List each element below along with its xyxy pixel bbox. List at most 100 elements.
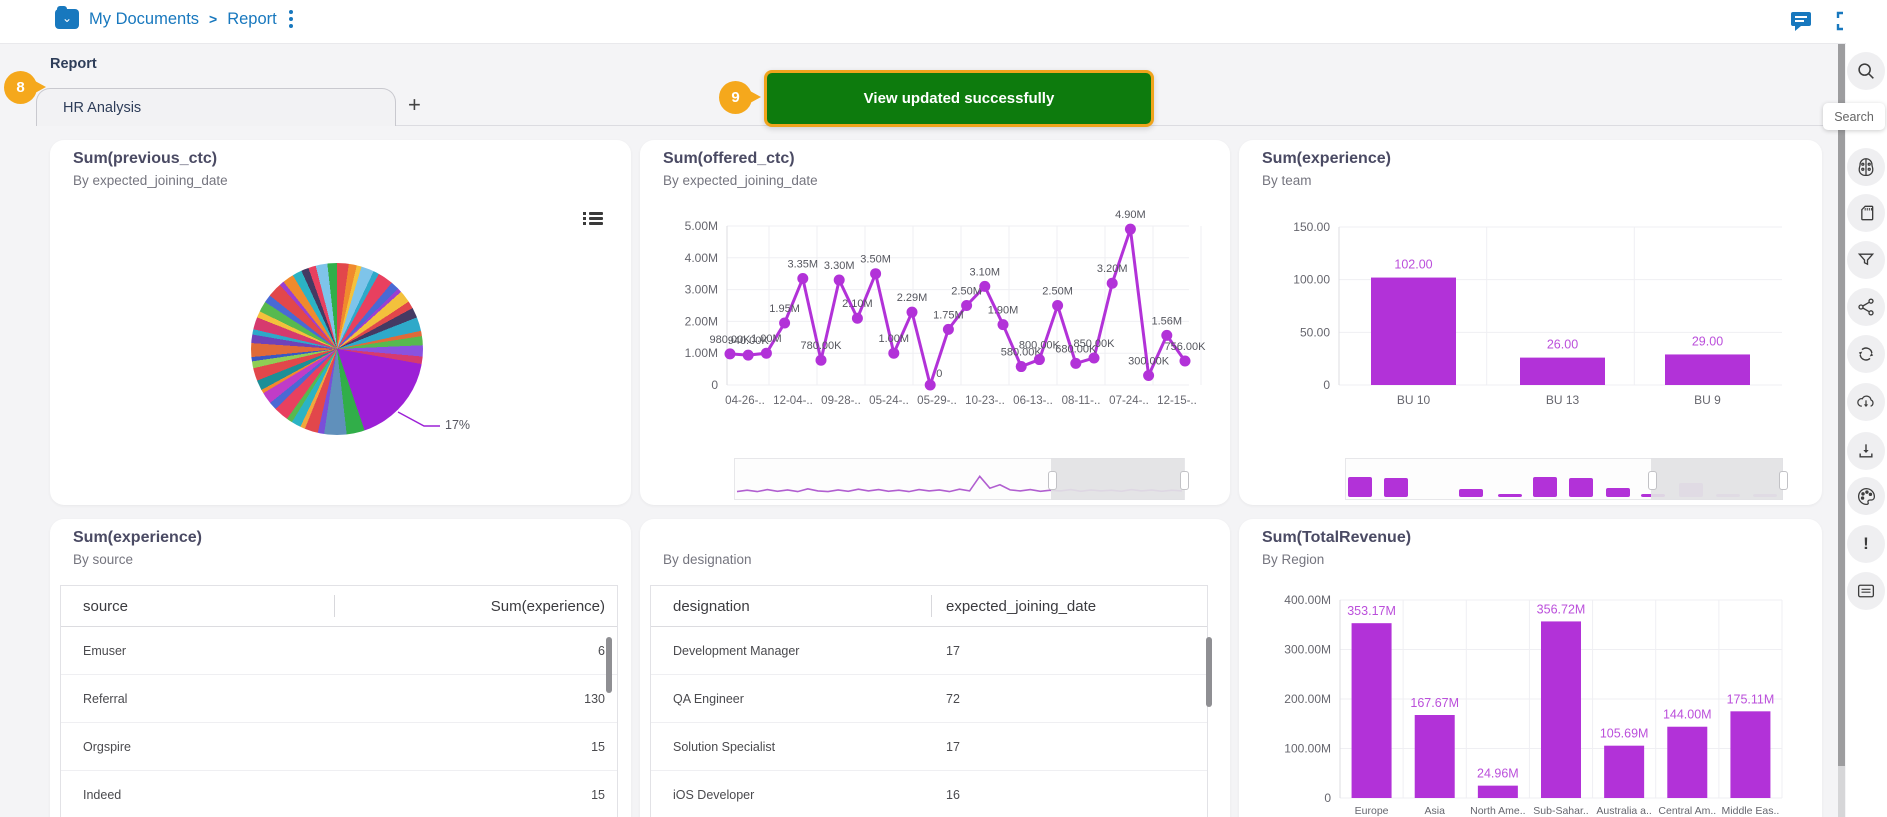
search-button[interactable] — [1847, 52, 1885, 90]
svg-text:Australia a..: Australia a.. — [1596, 805, 1651, 817]
data-table: sourceSum(experience)Emuser6Referral130O… — [60, 585, 618, 817]
filter-button[interactable] — [1847, 241, 1885, 279]
filter-icon — [1856, 250, 1876, 270]
table-row: QA Engineer72 — [651, 675, 1207, 723]
slider-selection[interactable] — [1651, 458, 1783, 500]
annotation-badge-9: 9 — [719, 81, 752, 114]
svg-text:0: 0 — [1324, 791, 1331, 805]
svg-text:2.50M: 2.50M — [951, 286, 982, 298]
svg-text:0: 0 — [1323, 378, 1330, 392]
team-range-slider[interactable] — [1345, 458, 1783, 500]
mini-bar — [1606, 488, 1630, 497]
data-point — [1125, 224, 1136, 235]
add-tab-button[interactable]: + — [408, 94, 421, 116]
bar — [1604, 746, 1644, 798]
slider-handle-right[interactable] — [1180, 471, 1189, 490]
vertical-scrollbar[interactable] — [1838, 44, 1845, 817]
table-scrollbar-thumb[interactable] — [606, 637, 612, 693]
memory-card-button[interactable] — [1847, 194, 1885, 232]
data-point — [1143, 370, 1154, 381]
tab-hr-analysis[interactable]: HR Analysis — [36, 88, 396, 126]
slider-handle-left[interactable] — [1048, 471, 1057, 490]
svg-text:Europe: Europe — [1355, 805, 1389, 817]
bar — [1371, 278, 1456, 385]
table-row: Development Manager17 — [651, 627, 1207, 675]
svg-text:800.00K: 800.00K — [1019, 340, 1061, 352]
panel-subtitle: By designation — [663, 552, 752, 567]
pie-label-layer — [50, 140, 631, 505]
mini-bar — [1384, 478, 1408, 497]
svg-text:400.00M: 400.00M — [1284, 593, 1331, 607]
data-point — [1089, 352, 1100, 363]
comments-panel-button[interactable] — [1847, 572, 1885, 610]
bar-chart-region: 400.00M300.00M200.00M100.00M0353.17MEuro… — [1239, 519, 1822, 817]
panel-previous-ctc-pie: Sum(previous_ctc) By expected_joining_da… — [50, 140, 631, 505]
alerts-button[interactable]: ! — [1847, 525, 1885, 563]
column-header[interactable]: Sum(experience) — [335, 598, 617, 615]
svg-text:1.95M: 1.95M — [769, 303, 800, 315]
breadcrumb-report[interactable]: Report — [227, 10, 277, 29]
svg-text:29.00: 29.00 — [1692, 334, 1723, 348]
ai-assistant-button[interactable] — [1847, 148, 1885, 186]
breadcrumb-my-documents[interactable]: My Documents — [89, 10, 199, 29]
data-point — [1070, 358, 1081, 369]
refresh-icon — [1856, 344, 1876, 364]
data-point — [743, 350, 754, 361]
line-range-slider[interactable] — [734, 458, 1185, 500]
scrollbar-thumb[interactable] — [1838, 44, 1845, 766]
svg-text:50.00: 50.00 — [1300, 325, 1330, 339]
svg-text:150.00: 150.00 — [1293, 220, 1330, 234]
svg-text:BU 9: BU 9 — [1694, 393, 1721, 407]
svg-text:Sub-Sahar..: Sub-Sahar.. — [1533, 805, 1588, 817]
svg-text:850.00K: 850.00K — [1074, 338, 1116, 350]
bar — [1352, 623, 1392, 798]
bar — [1665, 354, 1750, 385]
column-header[interactable]: designation — [651, 598, 931, 615]
svg-text:300.00K: 300.00K — [1128, 355, 1170, 367]
svg-text:4.90M: 4.90M — [1115, 209, 1146, 221]
memory-card-icon — [1856, 202, 1876, 224]
cloud-download-button[interactable] — [1847, 383, 1885, 421]
download-button[interactable] — [1847, 432, 1885, 470]
share-button[interactable] — [1847, 288, 1885, 326]
data-point — [761, 348, 772, 359]
slider-handle-left[interactable] — [1648, 471, 1657, 490]
column-header[interactable]: source — [61, 598, 334, 615]
data-point — [1016, 361, 1027, 372]
data-point — [797, 273, 808, 284]
svg-text:09-28-..: 09-28-.. — [821, 395, 861, 407]
data-point — [779, 317, 790, 328]
comments-icon[interactable] — [1789, 10, 1813, 32]
svg-text:144.00M: 144.00M — [1663, 708, 1712, 722]
svg-text:0: 0 — [711, 378, 718, 392]
slider-handle-right[interactable] — [1779, 471, 1788, 490]
svg-text:3.00M: 3.00M — [685, 283, 718, 297]
table-scrollbar-thumb[interactable] — [1206, 637, 1212, 707]
refresh-button[interactable] — [1847, 335, 1885, 373]
svg-text:12-04-..: 12-04-.. — [773, 395, 813, 407]
search-icon — [1855, 60, 1877, 82]
svg-text:05-24-..: 05-24-.. — [869, 395, 909, 407]
data-point — [1034, 354, 1045, 365]
svg-text:Central Am..: Central Am.. — [1658, 805, 1716, 817]
svg-text:167.67M: 167.67M — [1410, 696, 1459, 710]
theme-palette-button[interactable] — [1847, 477, 1885, 515]
svg-text:300.00M: 300.00M — [1284, 643, 1331, 657]
slider-selection[interactable] — [1051, 458, 1184, 500]
table-row: Solution Specialist17 — [651, 723, 1207, 771]
svg-text:5.00M: 5.00M — [685, 219, 718, 233]
svg-text:07-24-..: 07-24-.. — [1109, 395, 1149, 407]
annotation-badge-8: 8 — [4, 71, 37, 104]
svg-text:06-13-..: 06-13-.. — [1013, 395, 1053, 407]
top-bar: ⌄ My Documents > Report — [0, 0, 1887, 44]
more-options-icon[interactable] — [289, 10, 293, 28]
mini-bar — [1498, 494, 1522, 497]
panel-totalrevenue-region-bar: Sum(TotalRevenue) By Region 400.00M300.0… — [1239, 519, 1822, 817]
data-point — [1180, 355, 1191, 366]
svg-text:2.50M: 2.50M — [1042, 286, 1073, 298]
data-point — [943, 324, 954, 335]
svg-text:10-23-..: 10-23-.. — [965, 395, 1005, 407]
cloud-download-icon — [1855, 392, 1877, 412]
svg-text:Middle Eas..: Middle Eas.. — [1722, 805, 1780, 817]
column-header[interactable]: expected_joining_date — [932, 598, 1207, 615]
